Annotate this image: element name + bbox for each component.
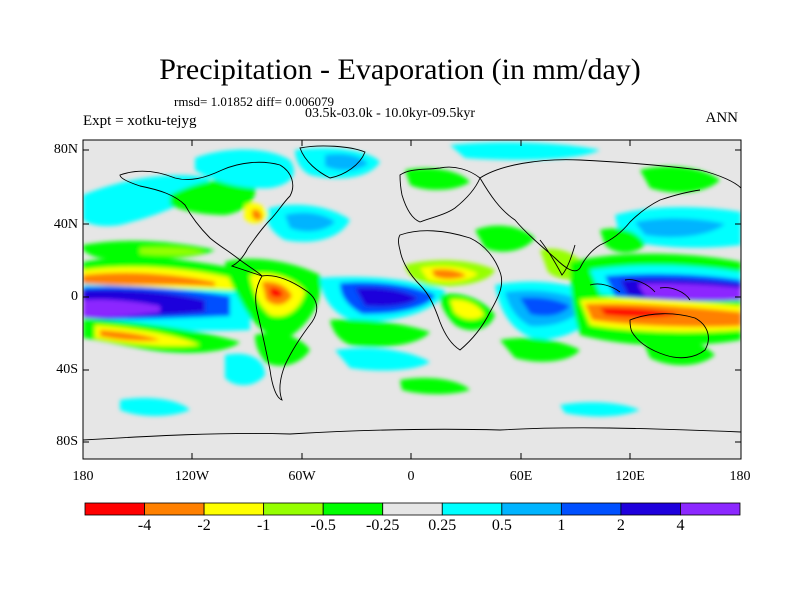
coast-maritime: [589, 279, 691, 301]
colorbar-label-9: 4: [676, 517, 685, 534]
field-satlantic-cyan: [335, 348, 430, 371]
field-namerica-green: [170, 179, 256, 215]
colorbar-swatch-6: [441, 502, 503, 516]
colorbar-label-3: -0.5: [310, 517, 336, 534]
x-tick-60e: 60E: [509, 469, 533, 484]
field-pacific-east-orange: [83, 272, 215, 286]
map-frame: [82, 139, 742, 460]
coast-africa: [398, 230, 503, 351]
rmsd-diff-stats: rmsd= 1.01852 diff= 0.006079: [174, 94, 334, 109]
colorbar: [84, 502, 741, 516]
coast-asia: [479, 159, 741, 272]
y-tick-0: 0: [71, 289, 78, 304]
field-indian-darkblue: [520, 297, 570, 316]
colorbar-label-1: -2: [197, 517, 211, 534]
colorbar-swatch-10: [680, 502, 741, 516]
colorbar-swatch-5: [382, 502, 443, 516]
experiment-label: Expt = xotku-tejyg: [83, 113, 197, 129]
field-indian-south-green: [500, 338, 580, 362]
y-tick-80n: 80N: [53, 142, 78, 157]
colorbar-label-0: -4: [137, 517, 152, 534]
field-africa-yellow: [450, 299, 484, 320]
coast-europe: [399, 166, 481, 223]
field-atlantic-indigo: [355, 287, 418, 307]
field-contours: [83, 142, 741, 417]
coastlines: [83, 145, 741, 441]
colorbar-label-2: -1: [256, 517, 271, 534]
colorbar-swatch-3: [263, 502, 324, 516]
x-tick-120w: 120W: [174, 469, 210, 484]
field-samerica-red: [270, 287, 283, 298]
x-tick-180e: 180: [729, 469, 751, 484]
x-tick-0: 0: [407, 469, 415, 484]
x-tick-60w: 60W: [288, 469, 316, 484]
field-satlantic-green: [330, 319, 430, 347]
field-pacific-south-yellow: [95, 325, 200, 347]
map-border: [82, 139, 742, 460]
coast-greenland: [299, 145, 366, 179]
coast-australia: [629, 313, 709, 359]
colorbar-label-8: 2: [616, 517, 625, 534]
field-greenland-blue: [325, 154, 368, 171]
colorbar-label-6: 0.5: [491, 517, 512, 534]
x-tick-180w: 180: [72, 469, 94, 484]
colorbar-swatch-9: [620, 502, 681, 516]
coast-antarctica: [83, 427, 741, 441]
field-npacific-cyan: [83, 175, 210, 227]
field-arabia-green: [475, 225, 535, 252]
field-sahel-orange: [432, 269, 466, 279]
field-aus-green: [640, 333, 715, 366]
field-pacific-south-orange: [100, 330, 160, 341]
colorbar-swatch-7: [501, 502, 562, 516]
field-maritime-red: [600, 307, 680, 318]
colorbar-swatch-0: [84, 502, 145, 516]
y-tick-40n: 40N: [53, 217, 78, 232]
field-pacific-east-violet: [83, 299, 160, 318]
field-europe-green: [405, 168, 470, 190]
axis-ticks: [83, 140, 741, 459]
field-southern-green-1: [400, 378, 470, 395]
coast-india: [539, 239, 576, 276]
field-china-green: [600, 228, 645, 253]
field-nwpacific-blue: [635, 218, 725, 238]
y-tick-80s: 80S: [56, 434, 78, 449]
field-southern-cyan-1: [120, 398, 190, 416]
colorbar-label-5: 0.25: [428, 517, 457, 534]
coast-north-america: [119, 161, 294, 277]
colorbar-swatch-2: [203, 502, 265, 516]
field-samerica-south-green: [255, 333, 310, 366]
field-southern-cyan-2: [560, 402, 640, 417]
x-tick-120e: 120E: [615, 469, 645, 484]
map-title: Precipitation - Evaporation (in mm/day): [159, 53, 641, 86]
colorbar-swatch-1: [144, 502, 205, 516]
field-natlantic-blue: [285, 212, 335, 232]
field-arctic-cyan: [450, 142, 600, 160]
colorbar-swatch-4: [322, 502, 384, 516]
colorbar-label-4: -0.25: [366, 517, 400, 534]
field-namerica-cyan: [195, 149, 294, 189]
field-npacific-lime: [140, 247, 205, 256]
season-label: ANN: [705, 110, 739, 126]
coast-south-america: [255, 275, 318, 401]
field-us-east-orange: [252, 209, 262, 221]
field-spacific-cyan: [225, 353, 265, 386]
field-siberia-green: [640, 166, 720, 193]
colorbar-label-7: 1: [557, 517, 566, 534]
y-tick-40s: 40S: [56, 362, 78, 377]
colorbar-swatch-8: [560, 502, 622, 516]
period-subtitle: 03.5k-03.0k - 10.0kyr-09.5kyr: [305, 106, 476, 121]
